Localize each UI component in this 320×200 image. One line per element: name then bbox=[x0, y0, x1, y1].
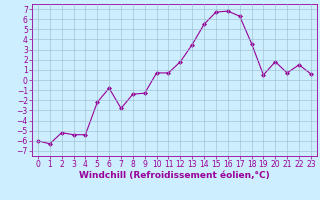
X-axis label: Windchill (Refroidissement éolien,°C): Windchill (Refroidissement éolien,°C) bbox=[79, 171, 270, 180]
